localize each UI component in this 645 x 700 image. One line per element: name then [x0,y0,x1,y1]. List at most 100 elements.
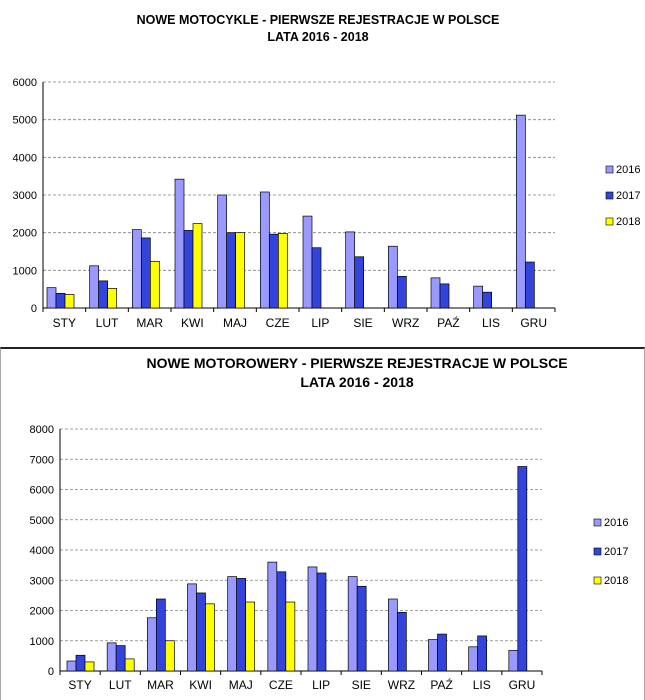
x-tick-label: LIS [482,316,500,330]
bar-2016-MAR [131,229,142,309]
bar-2018-KWI [192,223,203,309]
bar-2016-SIE [345,231,356,309]
bar-2017-CZE [276,571,287,672]
bar-2016-MAJ [217,194,228,309]
motorcycles-chart-panel: NOWE MOTOCYKLE - PIERWSZE REJESTRACJE W … [0,0,645,345]
bar-2016-WRZ [387,245,398,309]
x-tick-label: CZE [266,316,290,330]
x-tick-label: STY [53,316,76,330]
bar-2017-LIP [316,572,327,672]
y-tick-label: 0 [31,303,37,315]
x-tick-label: SIE [352,678,371,692]
legend-swatch [605,191,614,200]
x-tick-label: KWI [189,678,212,692]
bar-2017-GRU [517,466,528,672]
bar-2018-CZE [285,601,296,672]
motorcycles-chart: NOWE MOTOCYKLE - PIERWSZE REJESTRACJE W … [13,13,641,330]
mopeds-chart: NOWE MOTOROWERY - PIERWSZE REJESTRACJE W… [30,355,629,692]
y-tick-label: 0 [48,666,54,678]
bar-2018-MAJ [235,232,246,309]
bar-2018-STY [84,661,95,672]
y-tick-label: 2000 [30,606,54,618]
y-tick-label: 4000 [30,545,54,557]
bar-2018-MAR [149,260,160,309]
x-tick-label: GRU [520,316,547,330]
y-tick-label: 1000 [30,636,54,648]
bar-2018-LUT [124,658,135,672]
bar-2016-WRZ [387,598,398,672]
y-tick-label: 8000 [30,424,54,436]
bar-2017-CZE [268,233,279,309]
x-tick-label: LIS [473,678,491,692]
bar-2017-LIS [482,291,493,309]
bar-2017-STY [75,654,86,672]
x-tick-label: PAŹ [437,315,459,330]
bar-2017-KWI [196,592,206,672]
mopeds-chart-panel: NOWE MOTOROWERY - PIERWSZE REJESTRACJE W… [0,347,645,700]
bar-2016-PAŹ [430,277,441,309]
bar-2016-LUT [89,265,100,309]
bar-2016-CZE [267,561,278,672]
bar-2017-WRZ [396,611,407,672]
bar-2017-LIS [477,635,488,672]
x-tick-label: LIP [312,678,330,692]
y-tick-label: 3000 [30,575,54,587]
x-tick-label: STY [68,678,91,692]
bar-2017-WRZ [396,276,407,309]
bar-2017-STY [55,292,66,309]
bar-2016-PAŹ [428,639,438,672]
bar-2018-CZE [277,233,288,309]
y-tick-label: 7000 [30,454,54,466]
legend-label: 2016 [604,517,628,529]
x-tick-label: MAR [147,678,174,692]
x-tick-label: WRZ [388,678,415,692]
legend-label: 2018 [604,575,628,587]
bar-2017-MAR [155,598,166,672]
bar-2018-LUT [107,288,118,309]
bar-2017-MAJ [236,578,247,672]
bar-2017-MAJ [226,232,237,309]
legend-label: 2017 [616,190,640,202]
bar-2017-LUT [98,280,109,309]
y-tick-label: 5000 [30,515,54,527]
y-tick-label: 5000 [13,115,37,127]
bar-2017-KWI [183,230,194,309]
x-tick-label: LUT [96,316,119,330]
legend-label: 2016 [616,164,640,176]
y-tick-label: 6000 [13,77,37,89]
legend-swatch [593,518,602,527]
bar-2016-STY [46,287,57,309]
bar-2016-MAJ [227,576,238,672]
x-tick-label: CZE [269,678,293,692]
bar-2016-KWI [187,583,197,672]
bar-2017-MAR [140,237,151,309]
bar-2016-KWI [174,178,185,309]
x-tick-label: PAŹ [430,677,452,692]
legend-label: 2017 [604,546,628,558]
bar-2016-GRU [515,114,526,309]
x-tick-label: LUT [109,678,132,692]
bar-2016-CZE [259,191,270,309]
bar-2017-LIP [311,247,322,309]
bar-2016-LUT [106,642,117,672]
legend-swatch [605,165,614,174]
bar-2018-STY [64,294,75,309]
bar-2017-SIE [356,585,367,672]
x-tick-label: LIP [311,316,329,330]
bar-2016-LIS [468,646,479,672]
bar-2016-SIE [347,576,358,672]
legend-label: 2018 [616,216,640,228]
x-tick-label: GRU [509,678,536,692]
bar-2017-LUT [115,645,126,672]
y-tick-label: 1000 [13,265,37,277]
x-tick-label: MAJ [223,316,247,330]
y-tick-label: 4000 [13,152,37,164]
bar-2016-GRU [508,650,519,672]
bar-2018-MAR [164,640,175,672]
chart-subtitle: LATA 2016 - 2018 [300,374,414,390]
bar-2016-LIP [302,215,313,309]
x-tick-label: WRZ [392,316,419,330]
bar-2016-STY [66,660,77,672]
bar-2018-MAJ [245,601,256,672]
y-tick-label: 3000 [13,190,37,202]
